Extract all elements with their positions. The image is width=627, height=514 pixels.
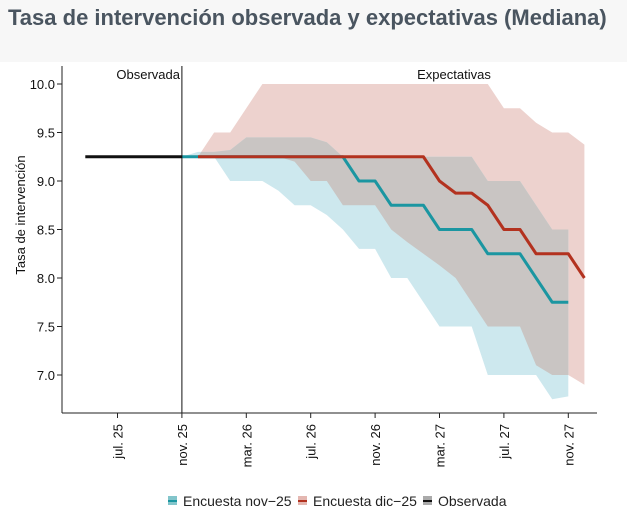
legend-line-dic25 (298, 500, 307, 502)
y-tick-label: 9.0 (37, 174, 55, 189)
annotation-expectativas: Expectativas (417, 67, 491, 82)
legend-label-dic25: Encuesta dic−25 (313, 493, 417, 509)
y-tick-label: 7.0 (37, 368, 55, 383)
line-encuesta-dic25 (198, 155, 586, 279)
x-tick-label: jul. 25 (111, 424, 126, 460)
legend-label-observada: Observada (438, 493, 507, 509)
legend-line-observada (423, 500, 432, 502)
y-tick-label: 8.5 (37, 223, 55, 238)
x-tick-label: jul. 26 (304, 424, 319, 460)
x-tick-label: nov. 25 (175, 424, 190, 466)
x-tick-label: nov. 26 (368, 424, 383, 466)
x-tick-label: jul. 27 (497, 424, 512, 460)
legend: Encuesta nov−25 Encuesta dic−25 Observad… (168, 493, 507, 509)
y-tick-label: 10.0 (30, 77, 55, 92)
x-tick-label: nov. 27 (561, 424, 576, 466)
y-tick-label: 8.0 (37, 271, 55, 286)
legend-line-nov25 (168, 500, 177, 502)
x-tick-label: mar. 27 (433, 424, 448, 467)
x-tick-label: mar. 26 (239, 424, 254, 467)
legend-label-nov25: Encuesta nov−25 (183, 493, 292, 509)
annotation-observada: Observada (116, 67, 180, 82)
y-tick-label: 7.5 (37, 320, 55, 335)
chart-title: Tasa de intervención observada y expecta… (8, 5, 607, 30)
y-axis-label: Tasa de intervención (13, 155, 28, 274)
y-tick-label: 9.5 (37, 126, 55, 141)
